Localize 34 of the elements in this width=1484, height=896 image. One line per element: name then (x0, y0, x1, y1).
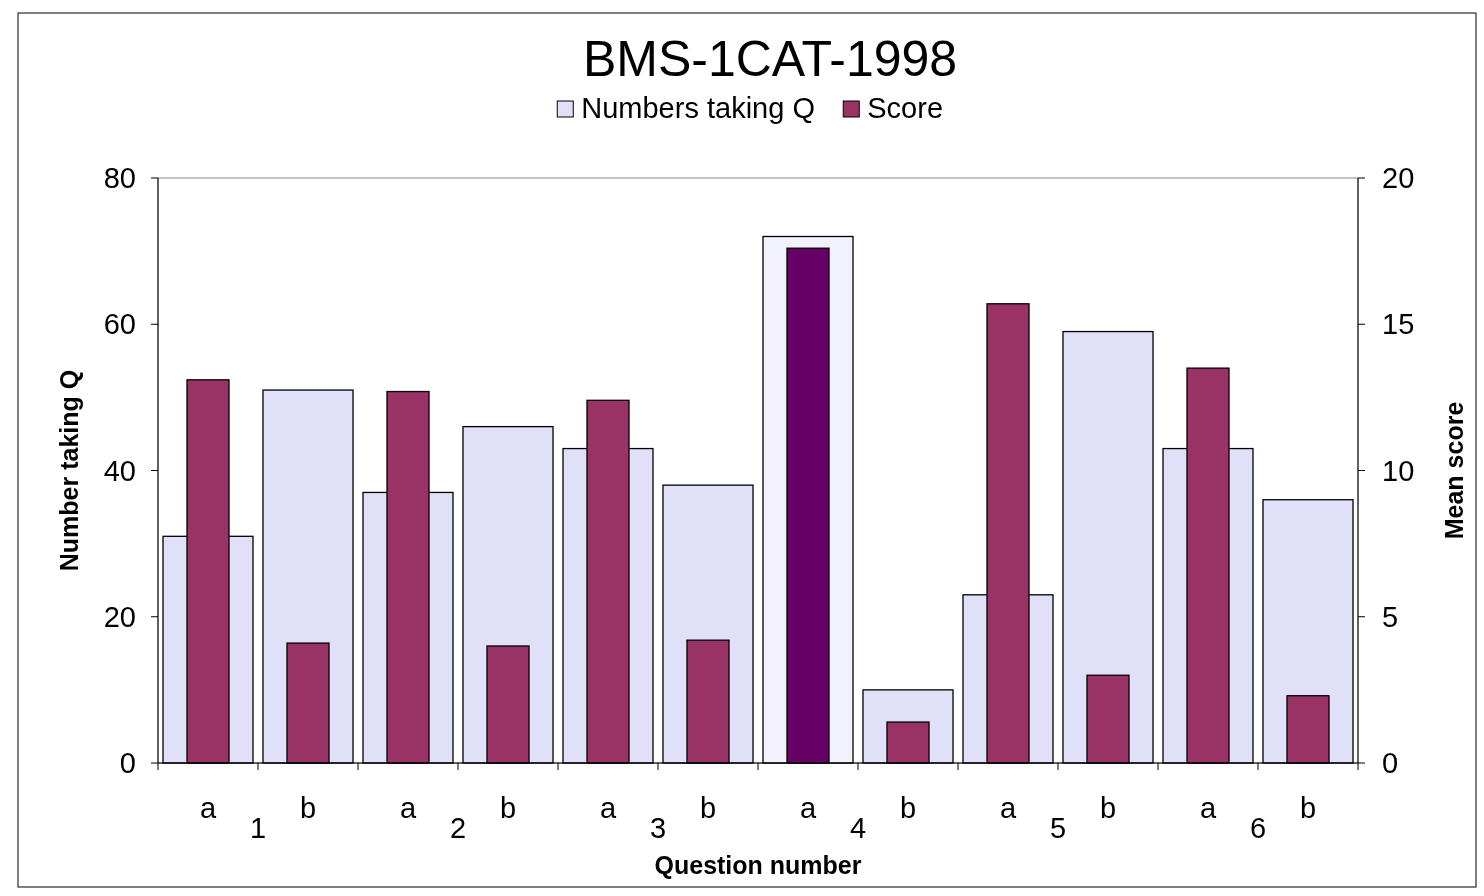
y2-tick-label: 20 (1382, 162, 1415, 194)
x-tick-label: b (499, 792, 517, 824)
y-tick-label: 0 (119, 747, 136, 779)
x-tick-label: a (999, 792, 1017, 824)
y-tick-label: 20 (103, 600, 136, 633)
legend-label: Numbers taking Q (581, 92, 815, 124)
x-tick-label: b (299, 792, 317, 824)
x-tick-label: a (1199, 792, 1217, 824)
x-tick-label: b (899, 792, 917, 824)
legend-label: Score (867, 92, 944, 124)
x-tick-label: b (1099, 792, 1117, 824)
x-tick-label: a (799, 792, 817, 824)
y-axis-title: Number taking Q (55, 369, 83, 572)
x-tick-label: b (1299, 792, 1317, 824)
y-tick-label: 80 (103, 162, 136, 194)
text: 3 (649, 812, 667, 844)
y2-tick-label: 0 (1382, 747, 1399, 779)
x-tick-label: a (199, 792, 217, 824)
text: 6 (1249, 812, 1267, 844)
x-tick-label: a (399, 792, 417, 824)
x-axis-title: Question number (654, 851, 862, 879)
y2-axis-title: Mean score (1440, 401, 1468, 540)
y-tick-label: 60 (103, 308, 136, 341)
y2-tick-label: 10 (1382, 454, 1415, 487)
y2-tick-label: 15 (1382, 308, 1415, 341)
text: 2 (449, 812, 467, 844)
text: 4 (849, 812, 867, 844)
text: 1 (249, 812, 267, 844)
x-tick-label: a (599, 792, 617, 824)
y-tick-label: 40 (103, 454, 136, 487)
text: 5 (1049, 812, 1067, 844)
chart-title: BMS-1CAT-1998 (582, 31, 958, 87)
y2-tick-label: 5 (1382, 600, 1399, 633)
x-tick-label: b (699, 792, 717, 824)
